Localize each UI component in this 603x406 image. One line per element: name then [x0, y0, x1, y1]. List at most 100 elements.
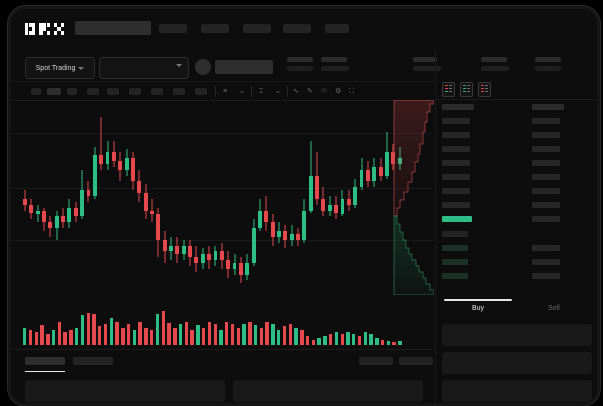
timeframe-button-7[interactable] — [151, 88, 163, 95]
gridline-2 — [11, 187, 434, 189]
nav-item-1[interactable] — [159, 24, 187, 33]
orderbook-bid-size[interactable] — [532, 259, 560, 265]
orderbook-ask-row[interactable] — [442, 188, 470, 194]
orderbook-ask-size[interactable] — [532, 132, 560, 138]
orderbook-spread-size[interactable] — [532, 216, 560, 222]
indicator-dropdown-icon[interactable]: ⌄ — [239, 88, 245, 95]
candle — [80, 100, 85, 295]
orderbook-ask-row[interactable] — [442, 174, 470, 180]
volume-bar — [230, 324, 235, 345]
stat-last-price — [287, 57, 313, 71]
chart-type-dropdown-icon[interactable]: ⌄ — [275, 88, 281, 95]
depth-asks-area — [393, 100, 434, 217]
magnet-icon[interactable]: ☉ — [321, 88, 328, 95]
orderbook-ask-size[interactable] — [532, 202, 560, 208]
orderbook-header-left[interactable] — [442, 104, 474, 110]
timeframe-button-3[interactable] — [67, 88, 77, 95]
candle — [92, 100, 97, 295]
volume-bar — [305, 335, 310, 345]
orderbook-ask-row[interactable] — [442, 146, 470, 152]
toolbar-divider — [251, 86, 252, 97]
candle — [54, 100, 59, 295]
volume-bar — [294, 327, 298, 345]
orderbook-bid-row[interactable] — [442, 273, 468, 279]
tab-sell[interactable]: Sell — [548, 305, 560, 312]
timeframe-button-9[interactable] — [195, 88, 207, 95]
volume-bar — [98, 326, 102, 345]
fullscreen-icon[interactable]: ⛶ — [349, 88, 354, 95]
depth-chart-svg — [393, 100, 434, 295]
orderbook-header-right[interactable] — [532, 104, 564, 110]
total-field[interactable] — [442, 380, 592, 402]
candle — [315, 100, 320, 295]
price-field[interactable] — [442, 324, 592, 346]
global-search-input[interactable] — [75, 21, 151, 35]
line-tool-icon[interactable]: ∿ — [293, 88, 299, 95]
orderbook[interactable] — [436, 99, 597, 296]
orderbook-ask-row[interactable] — [442, 160, 470, 166]
stat-24h-high-label — [413, 57, 437, 62]
stat-24h-low-value — [481, 66, 509, 71]
candlestick-chart[interactable] — [11, 100, 434, 295]
orderbook-ask-size[interactable] — [532, 146, 560, 152]
volume-bar — [242, 324, 246, 345]
chart-toolbar: ≡ ⌄ ⌶ ⌄ ∿ ✎ ☉ ⚙ ⛶ — [11, 81, 434, 101]
orderbook-view-both-icon[interactable] — [442, 82, 455, 97]
indicators-icon[interactable]: ≡ — [223, 88, 228, 95]
orderbook-bid-size[interactable] — [532, 245, 560, 251]
candle-series — [11, 100, 434, 295]
okx-logo[interactable] — [25, 23, 67, 37]
pencil-icon[interactable]: ✎ — [307, 88, 313, 95]
timeframe-button-2[interactable] — [47, 88, 61, 95]
volume-bar — [196, 325, 200, 345]
orderbook-ask-row[interactable] — [442, 118, 470, 124]
orderbook-bid-row[interactable] — [442, 245, 468, 251]
volume-bar — [317, 337, 321, 345]
orderbook-ask-size[interactable] — [532, 160, 560, 166]
candle — [124, 100, 129, 295]
candle — [302, 100, 307, 295]
orderbook-spread-price[interactable] — [442, 216, 472, 222]
trading-mode-selector[interactable]: Spot Trading — [25, 57, 95, 79]
trading-pair-select[interactable] — [99, 57, 189, 79]
volume-bar — [282, 326, 287, 345]
nav-item-2[interactable] — [201, 24, 229, 33]
settings-icon[interactable]: ⚙ — [335, 88, 342, 95]
chart-type-icon[interactable]: ⌶ — [259, 88, 264, 95]
bottom-tab-order-history[interactable] — [73, 357, 113, 365]
bottom-action-1[interactable] — [359, 357, 393, 365]
timeframe-button-4[interactable] — [87, 88, 99, 95]
bottom-content-left — [25, 380, 225, 402]
amount-field[interactable] — [442, 352, 592, 374]
tab-buy[interactable]: Buy — [471, 305, 485, 312]
orderbook-ask-row[interactable] — [442, 202, 470, 208]
orderbook-ask-size[interactable] — [532, 188, 560, 194]
timeframe-button-5[interactable] — [107, 88, 119, 95]
volume-bar — [51, 329, 56, 345]
bottom-action-2[interactable] — [399, 357, 433, 365]
orderbook-ask-row[interactable] — [442, 132, 470, 138]
bottom-tab-open-orders[interactable] — [25, 357, 65, 365]
timeframe-button-8[interactable] — [173, 88, 185, 95]
orderbook-view-asks-icon[interactable] — [478, 82, 491, 97]
orderbook-ask-size[interactable] — [532, 174, 560, 180]
volume-bar — [225, 322, 229, 345]
gridline-3 — [11, 240, 434, 242]
bottom-content-right — [233, 380, 423, 402]
orderbook-bid-size[interactable] — [532, 273, 560, 279]
orderbook-bid-row[interactable] — [442, 231, 468, 237]
nav-item-3[interactable] — [243, 24, 271, 33]
volume-bar — [161, 311, 165, 345]
orderbook-view-bids-icon[interactable] — [460, 82, 473, 97]
candle — [111, 100, 116, 295]
nav-item-4[interactable] — [283, 24, 311, 33]
stat-24h-low-label — [481, 57, 507, 62]
depth-chart — [392, 100, 434, 295]
gridline-1 — [11, 133, 434, 135]
timeframe-button-1[interactable] — [31, 88, 41, 95]
orderbook-bid-row[interactable] — [442, 259, 468, 265]
orderbook-ask-size[interactable] — [532, 118, 560, 124]
candle — [188, 100, 193, 295]
timeframe-button-6[interactable] — [129, 88, 141, 95]
nav-item-5[interactable] — [325, 24, 349, 33]
